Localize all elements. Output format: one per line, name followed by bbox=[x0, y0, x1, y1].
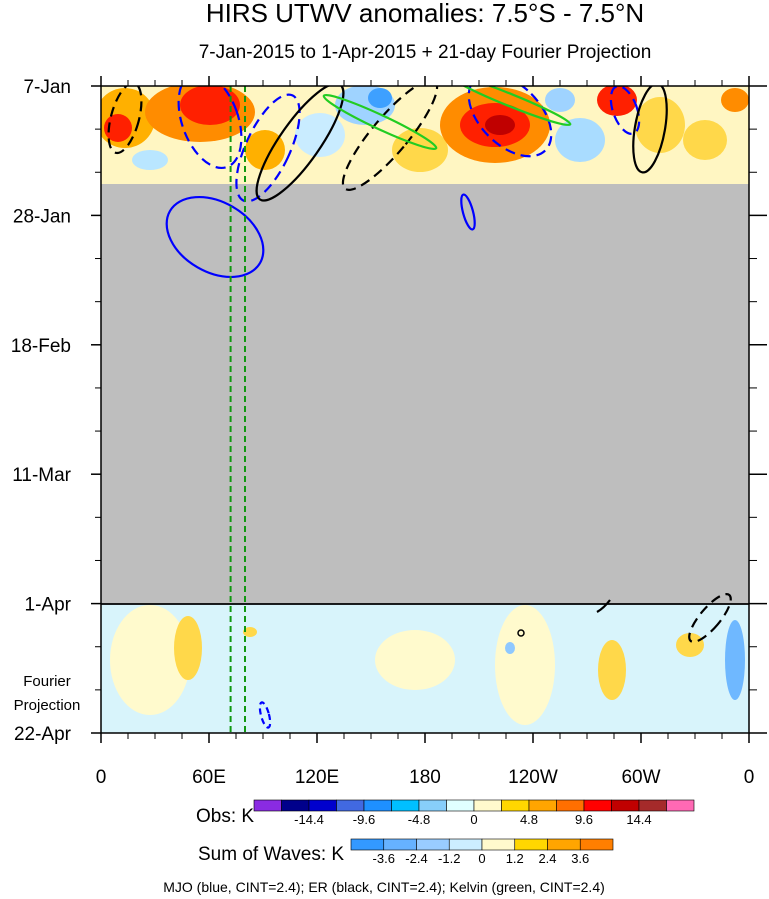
x-axis: 0 60E 120E 180 120W 60W 0 bbox=[96, 76, 755, 788]
observed-shading bbox=[101, 86, 749, 172]
y-tick-label: 22-Apr bbox=[14, 724, 72, 745]
reference-lines bbox=[229, 86, 246, 733]
x-tick-label: 180 bbox=[409, 767, 441, 788]
legend-swatch bbox=[481, 838, 516, 851]
legend-swatch bbox=[363, 799, 392, 812]
legend-swatch bbox=[308, 799, 337, 812]
legend-swatch bbox=[416, 838, 450, 851]
y-tick-label: 7-Jan bbox=[23, 77, 71, 98]
legend-swatch bbox=[473, 799, 502, 812]
chart-subtitle: 7-Jan-2015 to 1-Apr-2015 + 21-day Fourie… bbox=[199, 42, 652, 63]
legend-swatch bbox=[501, 799, 530, 812]
chart-title: HIRS UTWV anomalies: 7.5°S - 7.5°N bbox=[206, 0, 644, 28]
er-contour-dashed bbox=[688, 593, 732, 643]
legend-swatch bbox=[446, 799, 475, 812]
legend-tick-label: 4.8 bbox=[520, 812, 538, 827]
legend-swatch bbox=[583, 799, 612, 812]
legend-tick-label: 14.4 bbox=[626, 812, 651, 827]
er-contour-dashed bbox=[341, 86, 439, 191]
legend-tick-label: 3.6 bbox=[571, 851, 589, 866]
legend-swatch bbox=[448, 838, 483, 851]
legend-swatch bbox=[336, 799, 365, 812]
kelvin-contour bbox=[322, 93, 438, 151]
mjo-contour-dashed bbox=[258, 701, 272, 729]
obs-legend: -14.4 -9.6 -4.8 0 4.8 9.6 14.4 bbox=[253, 799, 695, 827]
x-tick-label: 60E bbox=[192, 767, 226, 788]
obs-legend-label: Obs: K bbox=[196, 806, 254, 827]
legend-swatch bbox=[528, 799, 557, 812]
er-contour bbox=[596, 599, 611, 613]
legend-tick-label: 0 bbox=[478, 851, 485, 866]
legend-swatch bbox=[253, 799, 282, 812]
legend-tick-label: 9.6 bbox=[575, 812, 593, 827]
legend-swatch bbox=[350, 838, 385, 851]
projection-shading bbox=[110, 605, 745, 725]
legend-swatch bbox=[383, 838, 417, 851]
legend-swatch bbox=[638, 799, 667, 812]
mjo-contour bbox=[460, 193, 476, 231]
legend-swatch bbox=[666, 799, 695, 812]
y-tick-label: 11-Mar bbox=[12, 465, 71, 486]
legend-tick-label: -4.8 bbox=[408, 812, 430, 827]
projection-label-line2: Projection bbox=[14, 697, 81, 714]
x-tick-label: 0 bbox=[744, 767, 755, 788]
er-contour bbox=[632, 86, 668, 174]
y-tick-label: 1-Apr bbox=[25, 595, 72, 616]
legend-swatch bbox=[418, 799, 447, 812]
legend-swatch bbox=[281, 799, 310, 812]
legend-tick-label: 2.4 bbox=[538, 851, 556, 866]
legend-tick-label: -3.6 bbox=[373, 851, 395, 866]
legend-tick-label: -14.4 bbox=[294, 812, 324, 827]
waves-legend-label: Sum of Waves: K bbox=[198, 844, 344, 865]
mjo-contour-dashed bbox=[235, 93, 301, 203]
er-contour-dashed bbox=[107, 86, 143, 155]
contour-note: MJO (blue, CINT=2.4); ER (black, CINT=2.… bbox=[163, 879, 605, 895]
mjo-contour bbox=[165, 195, 265, 279]
missing-data-region bbox=[101, 184, 749, 604]
projection-label-line1: Fourier bbox=[23, 673, 71, 690]
legend-swatch bbox=[391, 799, 420, 812]
legend-swatch bbox=[514, 838, 548, 851]
legend-swatch bbox=[547, 838, 581, 851]
mjo-contour-dashed bbox=[177, 86, 243, 170]
legend-swatch bbox=[611, 799, 640, 812]
er-contour bbox=[255, 86, 345, 202]
y-tick-label: 18-Feb bbox=[11, 336, 71, 357]
legend-tick-label: 1.2 bbox=[506, 851, 524, 866]
x-tick-label: 120E bbox=[295, 767, 339, 788]
x-tick-label: 0 bbox=[96, 767, 107, 788]
y-tick-label: 28-Jan bbox=[13, 206, 71, 227]
legend-tick-label: -1.2 bbox=[438, 851, 460, 866]
legend-tick-label: -9.6 bbox=[353, 812, 375, 827]
y-axis: 7-Jan 28-Jan 18-Feb 11-Mar 1-Apr 22-Apr bbox=[11, 77, 767, 745]
legend-swatch bbox=[579, 838, 614, 851]
legend-tick-label: 0 bbox=[470, 812, 477, 827]
legend-swatch bbox=[556, 799, 585, 812]
x-tick-label: 120W bbox=[508, 767, 558, 788]
x-tick-label: 60W bbox=[621, 767, 660, 788]
waves-legend: -3.6 -2.4 -1.2 0 1.2 2.4 3.6 bbox=[350, 838, 614, 866]
legend-tick-label: -2.4 bbox=[405, 851, 427, 866]
kelvin-contour bbox=[448, 86, 572, 127]
